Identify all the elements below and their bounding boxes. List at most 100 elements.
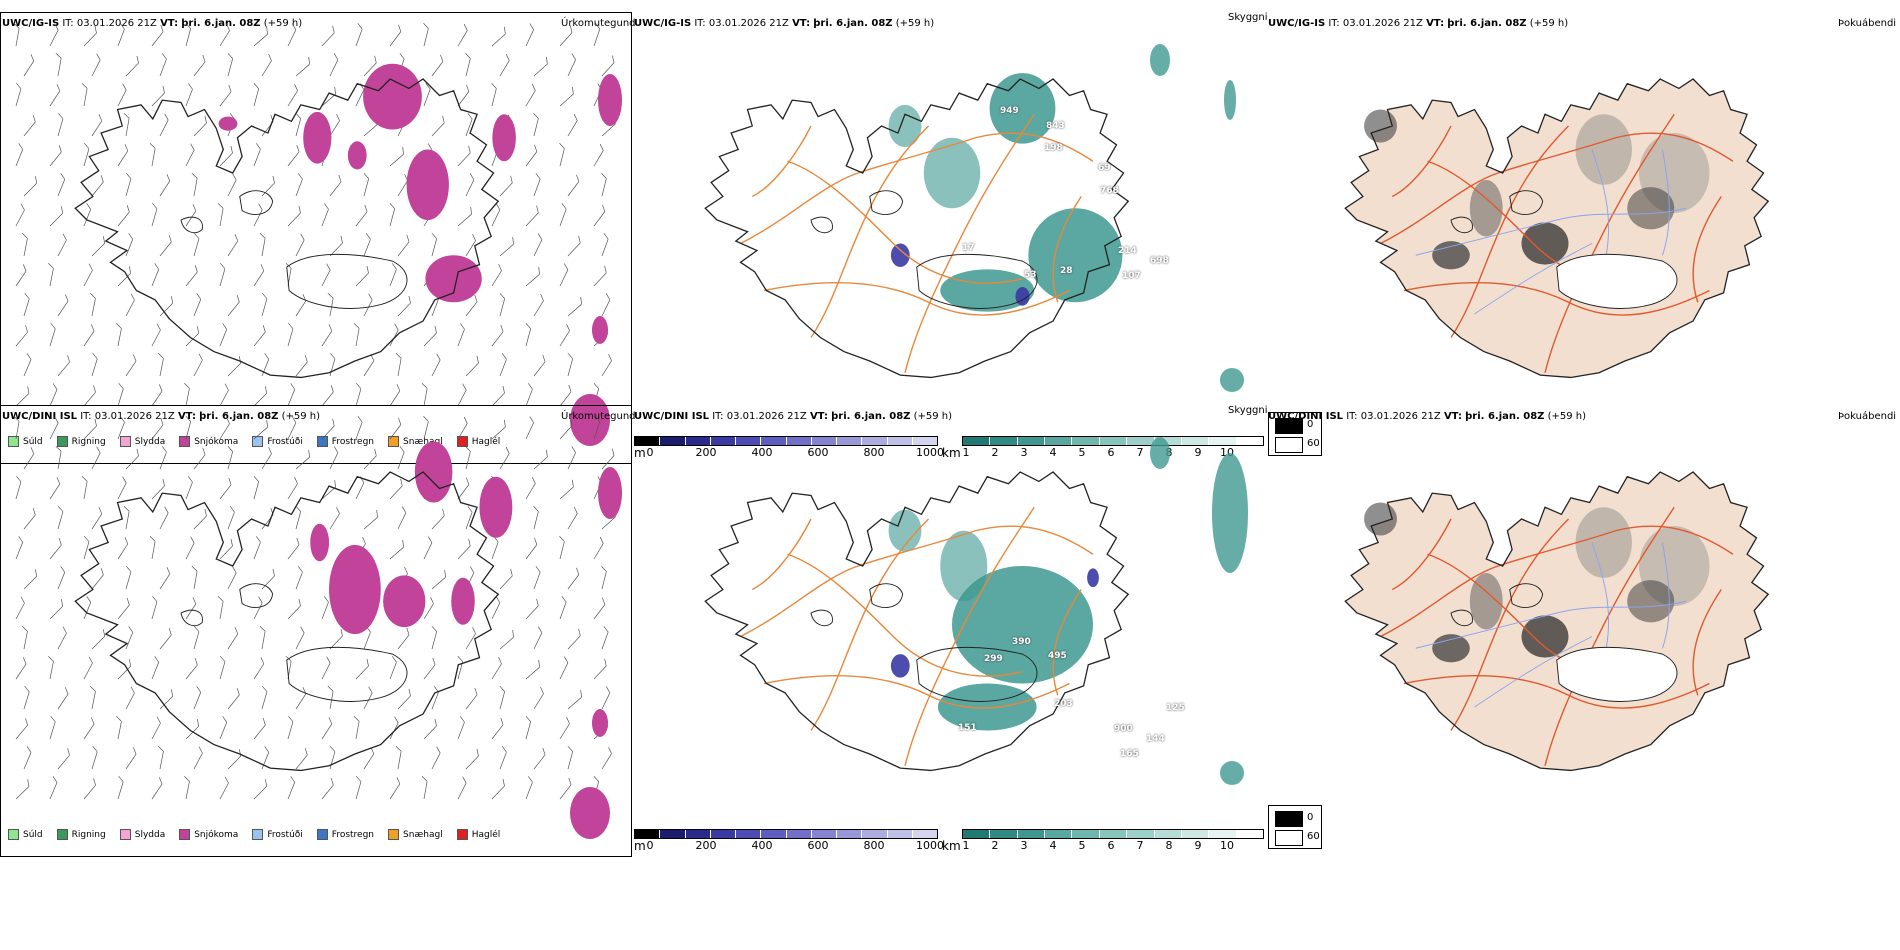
precip-panel-header: UWC/IG-IS IT: 03.01.2026 21Z VT: þri. 6.… bbox=[2, 18, 303, 29]
cloud-base-label: 69 bbox=[1098, 163, 1111, 173]
cloud-base-label: 203 bbox=[1054, 699, 1073, 709]
height-tick: 800 bbox=[863, 446, 885, 459]
colorbar-swatch bbox=[1209, 437, 1237, 445]
legend-label: Snæhagl bbox=[403, 436, 443, 447]
low-cloud-area bbox=[890, 243, 910, 267]
snow-area bbox=[479, 476, 513, 538]
fog-index-map bbox=[1344, 78, 1770, 379]
legend-item: Frostregn bbox=[316, 829, 375, 840]
glacier-outline bbox=[916, 646, 1038, 702]
cloud-base-label: 17 bbox=[962, 243, 975, 253]
fog-legend-white bbox=[1275, 437, 1303, 453]
legend-label: Súld bbox=[23, 829, 43, 840]
colorbar-swatch bbox=[710, 830, 736, 838]
legend-item: Rigning bbox=[56, 829, 106, 840]
height-tick: 1000 bbox=[916, 446, 944, 459]
legend-item: Haglél bbox=[456, 829, 500, 840]
legend-swatch bbox=[56, 829, 68, 840]
visibility-tick: 8 bbox=[1165, 839, 1173, 852]
height-tick: 600 bbox=[807, 446, 829, 459]
offshore-visibility bbox=[1150, 44, 1244, 392]
glacier-outline bbox=[1450, 609, 1473, 627]
fog-index-area bbox=[1521, 615, 1569, 658]
legend-item: Frostúði bbox=[252, 829, 303, 840]
coastline bbox=[74, 78, 500, 379]
visibility-tick: 4 bbox=[1049, 839, 1057, 852]
snow-area bbox=[414, 441, 453, 503]
legend-label: Frostregn bbox=[331, 829, 375, 840]
visibility-tick: 3 bbox=[1020, 446, 1028, 459]
legend-swatch bbox=[456, 436, 468, 447]
glacier-outline bbox=[1556, 253, 1678, 309]
snow-area bbox=[310, 523, 330, 562]
fog-legend-low: 0 bbox=[1307, 419, 1314, 430]
legend-swatch bbox=[179, 436, 191, 447]
colorbar-swatch bbox=[837, 830, 863, 838]
offshore-visibility bbox=[1150, 437, 1248, 785]
cloud-base-label: 698 bbox=[1150, 256, 1169, 266]
cloud-panel-title: Skyggni bbox=[1228, 12, 1268, 23]
precip-legend: Súld Rigning Slydda Snjókoma Frostúði Frostre… bbox=[8, 829, 510, 840]
glacier-outline bbox=[180, 609, 203, 627]
legend-swatch bbox=[119, 436, 131, 447]
colorbar-swatch bbox=[1099, 437, 1128, 445]
legend-swatch bbox=[252, 436, 264, 447]
low-visibility-area bbox=[940, 530, 988, 602]
fog-index-area bbox=[1432, 241, 1470, 270]
colorbar-swatch bbox=[963, 437, 991, 445]
fog-legend-low: 0 bbox=[1307, 812, 1314, 823]
colorbar-swatch bbox=[685, 437, 711, 445]
visibility-tick: 1 bbox=[962, 839, 970, 852]
legend-swatch bbox=[316, 829, 328, 840]
legend-item: Frostúði bbox=[252, 436, 303, 447]
legend-swatch bbox=[316, 436, 328, 447]
offshore-snow bbox=[570, 74, 622, 446]
precip-legend: Súld Rigning Slydda Snjókoma Frostúði Frostre… bbox=[8, 436, 510, 447]
legend-item: Frostregn bbox=[316, 436, 374, 447]
legend-item: Snæhagl bbox=[388, 829, 443, 840]
height-tick: 600 bbox=[807, 839, 829, 852]
snow-area bbox=[303, 111, 332, 164]
coastline bbox=[704, 471, 1130, 772]
legend-swatch bbox=[388, 436, 400, 447]
river-network bbox=[1415, 542, 1687, 708]
cloud-base-label: 198 bbox=[1044, 143, 1063, 153]
visibility-tick: 5 bbox=[1078, 839, 1086, 852]
legend-label: Frostúði bbox=[267, 829, 303, 840]
height-tick: 400 bbox=[751, 446, 773, 459]
legend-item: Slydda bbox=[119, 436, 165, 447]
colorbar-swatch bbox=[1209, 830, 1237, 838]
legend-label: Snjókoma bbox=[194, 829, 239, 840]
colorbar-swatch bbox=[862, 830, 888, 838]
cloud-panel-header: UWC/DINI ISL IT: 03.01.2026 21Z VT: þri.… bbox=[634, 411, 953, 422]
height-tick: 200 bbox=[695, 839, 717, 852]
colorbar-swatch bbox=[862, 437, 888, 445]
legend-swatch bbox=[8, 436, 19, 447]
precip-map bbox=[74, 63, 516, 379]
glacier-outline bbox=[286, 646, 408, 702]
glacier-outline bbox=[180, 216, 203, 234]
height-tick: 0 bbox=[646, 839, 654, 852]
colorbar-swatch bbox=[786, 830, 812, 838]
colorbar-swatch bbox=[1154, 830, 1182, 838]
glacier-outline bbox=[916, 253, 1038, 309]
visibility-tick: 2 bbox=[991, 446, 999, 459]
legend-swatch bbox=[179, 829, 191, 840]
legend-label: Frostúði bbox=[267, 436, 303, 447]
snow-area bbox=[492, 114, 516, 162]
colorbar-swatch bbox=[1017, 437, 1046, 445]
colorbar-swatch bbox=[685, 830, 711, 838]
legend-item: Haglél bbox=[456, 436, 500, 447]
legend-label: Slydda bbox=[134, 829, 166, 840]
glacier-outline bbox=[1509, 190, 1544, 215]
visibility-tick: 5 bbox=[1078, 446, 1086, 459]
low-visibility-area bbox=[923, 137, 981, 209]
low-visibility-area bbox=[888, 104, 922, 148]
height-tick: 1000 bbox=[916, 839, 944, 852]
colorbar-swatch bbox=[736, 437, 762, 445]
glacier-outline bbox=[1556, 646, 1678, 702]
colorbar-swatch bbox=[912, 437, 937, 445]
cloud-base-label: 165 bbox=[1120, 749, 1139, 759]
cloud-base-label: 144 bbox=[1146, 734, 1165, 744]
legend-label: Rigning bbox=[71, 436, 106, 447]
